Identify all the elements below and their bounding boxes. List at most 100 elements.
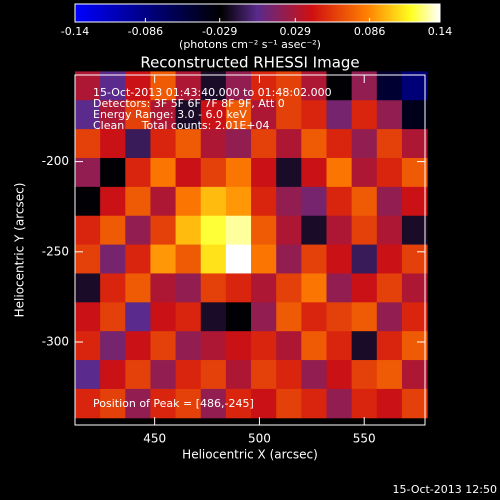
heatmap-cell: [251, 71, 277, 101]
heatmap-cell: [175, 360, 202, 390]
heatmap-cell: [376, 215, 403, 246]
heatmap-cell: [276, 100, 302, 130]
heatmap-cell: [301, 273, 327, 303]
heatmap-cell: [401, 360, 428, 390]
x-tick-label: 500: [248, 432, 271, 446]
heatmap-cell: [200, 360, 227, 390]
heatmap-cell: [326, 244, 353, 274]
heatmap-cell: [276, 331, 302, 361]
heatmap-cell: [251, 331, 277, 361]
heatmap-cell: [401, 331, 428, 361]
heatmap-cell: [301, 244, 327, 274]
heatmap-cell: [200, 215, 227, 246]
heatmap-cell: [276, 186, 302, 217]
heatmap-cell: [326, 360, 353, 390]
heatmap-cell: [251, 100, 277, 130]
heatmap-cell: [326, 388, 353, 419]
heatmap-cell: [326, 129, 353, 159]
heatmap-cell: [326, 186, 353, 217]
heatmap-cell: [351, 273, 378, 303]
heatmap-cell: [326, 302, 353, 332]
heatmap-cell: [225, 360, 252, 390]
heatmap-cell: [150, 100, 177, 130]
heatmap-cell: [376, 273, 403, 303]
heatmap-cell: [351, 100, 378, 130]
heatmap-cell: [100, 129, 126, 159]
heatmap-cell: [401, 71, 428, 101]
heatmap-cell: [326, 215, 353, 246]
heatmap-cell: [276, 360, 302, 390]
heatmap-cell: [401, 186, 428, 217]
heatmap-cell: [351, 129, 378, 159]
heatmap-cell: [125, 129, 151, 159]
heatmap-cell: [251, 186, 277, 217]
heatmap-cell: [125, 100, 151, 130]
annotation: Clean Total counts: 2.01E+04: [93, 119, 270, 132]
colorbar-tick-label: -0.14: [61, 25, 89, 38]
heatmap-cell: [100, 388, 126, 419]
heatmap-cell: [125, 71, 151, 101]
heatmap-cell: [150, 388, 177, 419]
heatmap-cell: [301, 215, 327, 246]
heatmap-cell: [150, 360, 177, 390]
heatmap-cell: [326, 331, 353, 361]
heatmap-cell: [100, 157, 126, 188]
heatmap-cell: [401, 129, 428, 159]
heatmap-cell: [401, 157, 428, 188]
heatmap-cell: [376, 360, 403, 390]
heatmap-cell: [276, 302, 302, 332]
heatmap-cell: [125, 388, 151, 419]
heatmap-cell: [376, 100, 403, 130]
heatmap-cell: [125, 331, 151, 361]
heatmap-cell: [376, 302, 403, 332]
colorbar-tick-label: -0.086: [128, 25, 163, 38]
heatmap-cell: [251, 360, 277, 390]
heatmap-cell: [150, 215, 177, 246]
heatmap-cell: [125, 273, 151, 303]
colorbar-label: (photons cm⁻² s⁻¹ asec⁻²): [179, 38, 321, 51]
heatmap-cell: [251, 244, 277, 274]
heatmap-cell: [351, 302, 378, 332]
heatmap-cell: [200, 71, 227, 101]
heatmap-cell: [276, 129, 302, 159]
heatmap-cell: [301, 157, 327, 188]
heatmap-cell: [351, 157, 378, 188]
heatmap-cell: [150, 302, 177, 332]
colorbar-tick-label: 0.14: [428, 25, 453, 38]
heatmap-cell: [326, 71, 353, 101]
heatmap-cell: [75, 157, 101, 188]
heatmap-cell: [376, 244, 403, 274]
heatmap-cell: [100, 302, 126, 332]
heatmap-cell: [125, 302, 151, 332]
x-axis-label: Heliocentric X (arcsec): [182, 448, 318, 462]
heatmap-cell: [125, 244, 151, 274]
heatmap-cell: [75, 186, 101, 217]
heatmap-cell: [150, 331, 177, 361]
heatmap-cell: [251, 215, 277, 246]
heatmap-cell: [376, 157, 403, 188]
heatmap-cell: [75, 273, 101, 303]
y-tick-label: -300: [42, 335, 69, 349]
y-axis-label: Heliocentric Y (arcsec): [13, 183, 27, 318]
heatmap-cell: [225, 273, 252, 303]
heatmap-cell: [75, 388, 101, 419]
heatmap-cell: [75, 215, 101, 246]
heatmap-cell: [301, 331, 327, 361]
heatmap-cell: [301, 100, 327, 130]
heatmap-cell: [75, 129, 101, 159]
heatmap-cell: [100, 186, 126, 217]
heatmap-cell: [276, 157, 302, 188]
heatmap-cell: [351, 360, 378, 390]
heatmap-cell: [225, 302, 252, 332]
heatmap-cell: [100, 244, 126, 274]
heatmap-cell: [175, 388, 202, 419]
heatmap-cell: [351, 331, 378, 361]
heatmap-cell: [75, 71, 101, 101]
heatmap-cell: [200, 157, 227, 188]
heatmap-cell: [301, 302, 327, 332]
peak-note: Position of Peak = [486,-245]: [93, 397, 254, 410]
heatmap-cell: [175, 244, 202, 274]
heatmap-cell: [401, 273, 428, 303]
heatmap-cell: [401, 215, 428, 246]
heatmap-cell: [376, 129, 403, 159]
